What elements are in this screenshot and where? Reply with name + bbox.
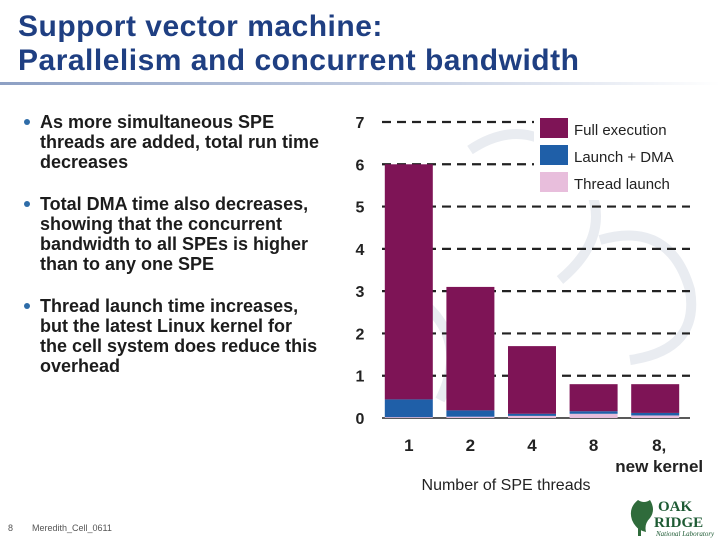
x-tick-label: new kernel — [615, 457, 703, 476]
bullet-dot-icon — [24, 303, 30, 309]
footer-source: Meredith_Cell_0611 — [32, 523, 112, 533]
bar-segment — [631, 412, 680, 416]
y-tick-label: 7 — [356, 115, 365, 132]
bullet-item: Thread launch time increases, but the la… — [22, 296, 322, 376]
y-tick-label: 6 — [356, 157, 365, 174]
bar-segment — [446, 410, 495, 417]
bar-segment — [384, 164, 433, 400]
legend-swatch — [540, 145, 568, 165]
bar-segment — [569, 413, 618, 418]
y-tick-label: 0 — [356, 411, 365, 428]
bullet-text: Total DMA time also decreases, showing t… — [40, 194, 309, 274]
bar-segment — [384, 417, 433, 418]
x-axis-label: Number of SPE threads — [422, 477, 591, 494]
bar-segment — [446, 416, 495, 418]
bullet-item: Total DMA time also decreases, showing t… — [22, 194, 322, 274]
bullet-dot-icon — [24, 201, 30, 207]
bullet-dot-icon — [24, 119, 30, 125]
bar-segment — [508, 415, 556, 418]
slide-title: Support vector machine: Parallelism and … — [18, 10, 708, 78]
bar-segment — [384, 399, 433, 418]
bar-segment — [446, 286, 495, 411]
legend-label: Thread launch — [574, 176, 670, 193]
x-tick-label: 1 — [404, 436, 413, 455]
logo-line-1: OAK — [658, 499, 693, 515]
title-line-2: Parallelism and concurrent bandwidth — [18, 44, 580, 77]
bar-segment — [631, 415, 680, 418]
leaf-icon — [630, 500, 653, 536]
y-tick-label: 4 — [356, 242, 365, 259]
x-tick-label: 8, — [652, 436, 666, 455]
title-line-1: Support vector machine: — [18, 10, 383, 43]
legend-swatch — [540, 118, 568, 138]
bar-segment — [508, 346, 556, 414]
bullet-list: As more simultaneous SPE threads are add… — [22, 112, 322, 398]
bar-segment — [569, 384, 618, 412]
bar-segment — [569, 411, 618, 414]
y-tick-label: 3 — [356, 284, 365, 301]
y-tick-label: 1 — [356, 369, 365, 386]
page-number: 8 — [8, 523, 14, 533]
oak-ridge-logo: OAK RIDGE National Laboratory — [630, 499, 715, 538]
bullet-text: As more simultaneous SPE threads are add… — [40, 112, 320, 172]
legend-label: Launch + DMA — [574, 149, 674, 166]
bullet-item: As more simultaneous SPE threads are add… — [22, 112, 322, 172]
x-tick-label: 8 — [589, 436, 598, 455]
logo-line-2: RIDGE — [654, 515, 703, 531]
bar-segment — [508, 413, 556, 416]
x-tick-label: 4 — [527, 436, 537, 455]
bullet-text: Thread launch time increases, but the la… — [40, 296, 318, 376]
bar-segment — [631, 384, 680, 413]
logo-line-3: National Laboratory — [655, 530, 715, 538]
x-tick-label: 2 — [466, 436, 475, 455]
y-tick-label: 2 — [356, 326, 365, 343]
legend-label: Full execution — [574, 122, 667, 139]
y-tick-label: 5 — [356, 200, 365, 217]
title-divider — [0, 82, 720, 85]
legend-swatch — [540, 172, 568, 192]
